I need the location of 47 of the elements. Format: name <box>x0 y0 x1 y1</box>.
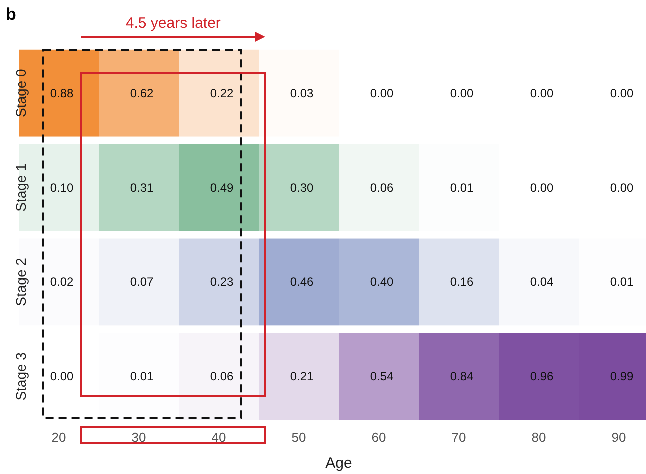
x-tick-label: 50 <box>292 430 306 445</box>
data-label: 0.00 <box>370 86 394 100</box>
data-label: 0.21 <box>290 370 314 384</box>
y-tick-label: Stage 3 <box>13 352 29 401</box>
data-label: 0.99 <box>610 370 634 384</box>
data-label: 0.04 <box>530 275 554 290</box>
data-label: 0.10 <box>50 180 74 195</box>
data-label: 0.00 <box>610 86 634 100</box>
data-label: 0.07 <box>130 275 154 290</box>
text: 4.5 years later <box>126 15 221 32</box>
x-tick-label: 70 <box>452 430 466 445</box>
data-label: 0.46 <box>290 275 314 290</box>
data-label: 0.00 <box>530 86 554 100</box>
x-tick-label: 20 <box>52 430 66 445</box>
data-label: 0.02 <box>50 275 74 290</box>
x-tick-label: 30 <box>132 430 146 445</box>
data-label: 0.01 <box>450 180 474 195</box>
data-label: 0.06 <box>370 180 394 195</box>
data-label: 0.30 <box>290 180 314 195</box>
y-tick-label: Stage 1 <box>13 163 29 212</box>
data-label: 0.00 <box>50 370 74 384</box>
x-tick-label: 60 <box>372 430 386 445</box>
x-axis-title: Age <box>326 455 352 472</box>
data-label: 0.96 <box>530 370 554 384</box>
data-label: 0.00 <box>610 180 634 195</box>
data-label: 0.31 <box>130 180 154 195</box>
data-label: 0.23 <box>210 275 234 290</box>
chart-title: b <box>6 5 16 24</box>
y-tick-label: Stage 2 <box>13 258 29 306</box>
data-label: 0.84 <box>450 370 474 384</box>
data-label: 0.22 <box>210 86 234 100</box>
data-label: 0.54 <box>370 370 394 384</box>
data-label: 0.03 <box>290 86 314 100</box>
data-label: 0.40 <box>370 275 394 290</box>
data-label: 0.62 <box>130 86 154 100</box>
data-label: 0.88 <box>50 86 74 100</box>
x-tick-label: 90 <box>612 430 626 445</box>
data-label: 0.00 <box>530 180 554 195</box>
data-label: 0.49 <box>210 180 234 195</box>
data-label: 0.16 <box>450 275 474 290</box>
data-label: 0.00 <box>450 86 474 100</box>
data-label: 0.01 <box>610 275 634 290</box>
x-tick-label: 40 <box>212 430 226 445</box>
data-label: 0.01 <box>130 370 154 384</box>
x-tick-label: 80 <box>532 430 546 445</box>
data-label: 0.06 <box>210 370 234 384</box>
y-tick-label: Stage 0 <box>13 68 29 118</box>
